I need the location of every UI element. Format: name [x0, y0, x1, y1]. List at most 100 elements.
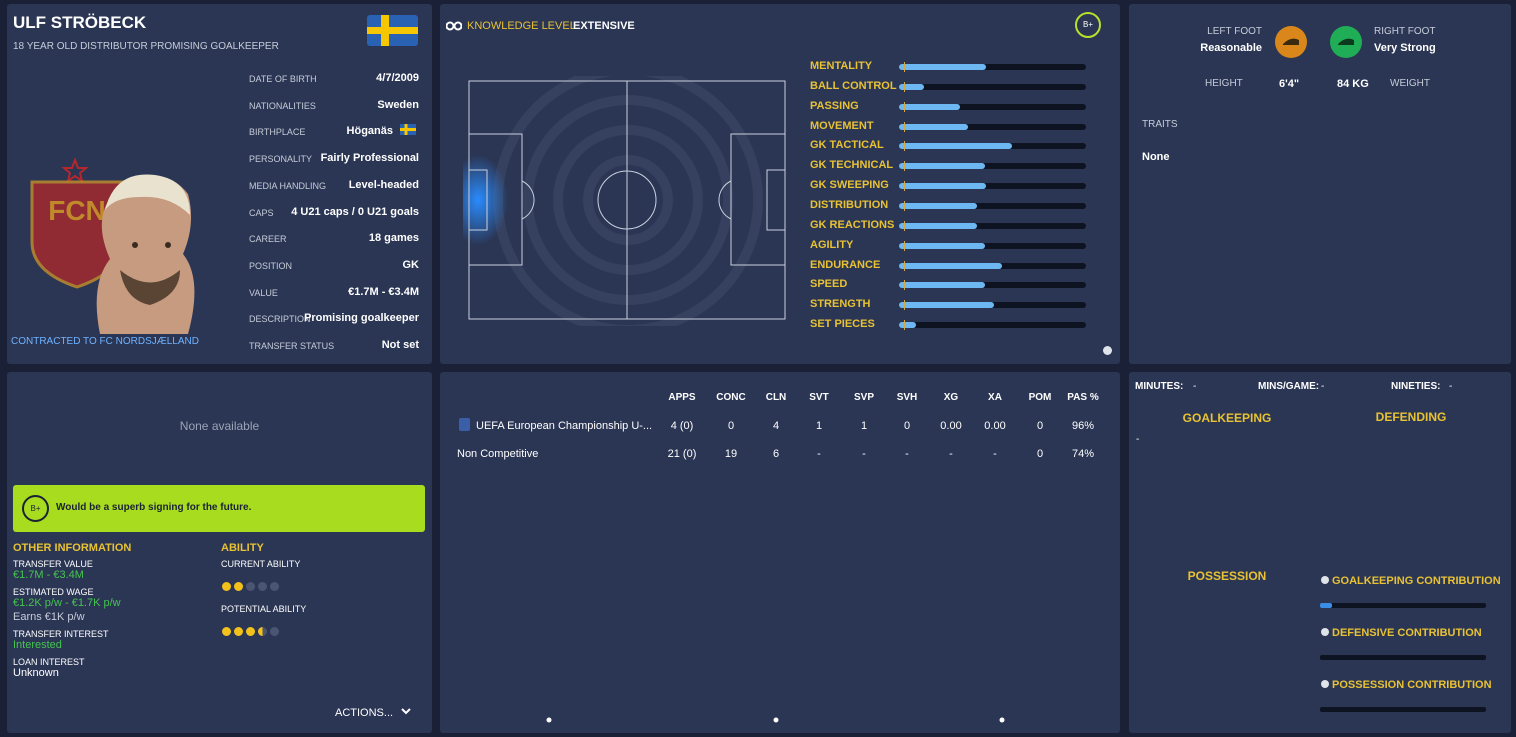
contribution-bar	[1320, 603, 1332, 608]
summary-label: NINETIES:	[1391, 381, 1441, 392]
other-label: LOAN INTEREST	[13, 657, 85, 667]
contribution-track	[1320, 655, 1486, 660]
attribute-tick	[904, 181, 905, 192]
chevron[interactable]	[401, 708, 411, 716]
stats-header: CONC	[716, 392, 746, 403]
stats-cell: 21 (0)	[667, 448, 697, 460]
attribute-bar	[899, 322, 916, 329]
other-label: ESTIMATED WAGE	[13, 587, 94, 597]
flag	[367, 15, 418, 46]
attribute-name: SET PIECES	[810, 318, 875, 331]
stats-cell: 6	[772, 448, 780, 460]
attribute-track	[899, 64, 1086, 70]
attribute-track	[899, 183, 1086, 190]
attribute-tick	[904, 220, 905, 231]
attribute-track	[899, 322, 1086, 329]
player-subtitle: 18 YEAR OLD DISTRIBUTOR PROMISING GOALKE…	[13, 41, 279, 52]
ability-title: ABILITY	[221, 542, 264, 554]
detail-value: 18 games	[368, 232, 419, 245]
other-value: €1.7M - €3.4M	[13, 569, 84, 581]
other-value: Interested	[13, 639, 62, 651]
attribute-track	[899, 242, 1086, 249]
right-foot-icon	[1330, 26, 1362, 58]
detail-value: Sweden	[377, 98, 419, 111]
verdict-grade: B+	[22, 495, 49, 522]
attribute-tick	[904, 161, 905, 172]
attribute-tick	[904, 81, 905, 92]
ability-label: POTENTIAL ABILITY	[221, 604, 307, 614]
stats-cell: 0.00	[984, 420, 1006, 432]
detail-value: 4 U21 caps / 0 U21 goals	[291, 205, 419, 218]
attribute-track	[899, 83, 1086, 90]
stats-header: SVH	[896, 392, 918, 403]
attribute-name: DISTRIBUTION	[810, 198, 889, 211]
stats-header: XG	[943, 392, 959, 403]
pager	[546, 717, 1005, 723]
none-available: None available	[179, 419, 260, 433]
contribution-track	[1320, 603, 1486, 608]
attribute-name: GK SWEEPING	[810, 179, 889, 192]
stats-cell: 0.00	[940, 420, 962, 432]
left-foot-value: Reasonable	[1200, 42, 1262, 54]
ability-star	[222, 582, 231, 591]
attribute-track	[899, 163, 1086, 170]
ability-star	[246, 627, 255, 636]
summary-value: -	[1449, 381, 1453, 392]
height-value: 6'4"	[1279, 78, 1300, 90]
attribute-name: AGILITY	[810, 238, 854, 251]
other-value: Unknown	[13, 667, 59, 679]
knowledge-value: EXTENSIVE	[573, 20, 635, 32]
detail-value: €1.7M - €3.4M	[348, 285, 419, 298]
attribute-bar	[899, 222, 977, 229]
attribute-tick	[904, 240, 905, 251]
attribute-tick	[904, 141, 905, 152]
summary-value: -	[1321, 381, 1325, 392]
stats-cell: 4	[772, 420, 780, 432]
attribute-tick	[904, 200, 905, 211]
attribute-tick	[904, 101, 905, 112]
summary-label: MINUTES:	[1135, 381, 1184, 392]
stats-cell: -	[949, 448, 953, 460]
stats-cell: 0	[903, 420, 911, 432]
contract: CONTRACTED TO FC NORDSJÆLLAND	[11, 336, 199, 347]
detail-label: CAREER	[249, 234, 287, 245]
attribute-tick	[904, 62, 905, 72]
stats-cell: 74%	[1071, 448, 1095, 460]
stats-header: POM	[1028, 392, 1052, 403]
detail-label: BIRTHPLACE	[249, 127, 306, 138]
ability-star	[258, 627, 267, 636]
info-dot	[1321, 576, 1329, 584]
grade-badge: B+	[1075, 12, 1101, 38]
detail-label: PERSONALITY	[249, 154, 313, 165]
attribute-name: GK TECHNICAL	[810, 159, 894, 172]
attribute-name: STRENGTH	[810, 298, 871, 311]
attribute-bar	[899, 64, 986, 70]
knowledge-label: KNOWLEDGE LEVEL	[467, 20, 576, 32]
scout-panel	[7, 372, 432, 733]
stats-cell: 1	[860, 420, 868, 432]
info-dot	[1321, 680, 1329, 688]
stats-cell: 0	[1036, 420, 1044, 432]
pitch	[463, 76, 786, 326]
possession-title: POSSESSION	[1187, 569, 1267, 583]
attribute-bar	[899, 143, 1013, 150]
height-label: HEIGHT	[1205, 78, 1243, 89]
attribute-bar	[899, 123, 969, 130]
info-icon	[1103, 346, 1112, 355]
actions-button[interactable]: ACTIONS...	[335, 707, 394, 719]
verdict-banner	[13, 485, 425, 532]
other-label: TRANSFER INTEREST	[13, 629, 109, 639]
goalkeeping-value: -	[1136, 434, 1140, 445]
goalkeeping-title: GOALKEEPING	[1182, 411, 1272, 425]
attribute-name: MOVEMENT	[810, 119, 874, 132]
competition: Non Competitive	[457, 448, 539, 460]
other-note: Earns €1K p/w	[13, 611, 85, 623]
attribute-bar	[899, 242, 986, 249]
attribute-bar	[899, 282, 986, 289]
detail-value: GK	[402, 258, 420, 271]
stats-header: CLN	[765, 392, 787, 403]
svg-text:FCN: FCN	[48, 195, 106, 226]
ability-star	[270, 582, 279, 591]
stats-cell: -	[993, 448, 997, 460]
summary-label: MINS/GAME:	[1258, 381, 1320, 392]
